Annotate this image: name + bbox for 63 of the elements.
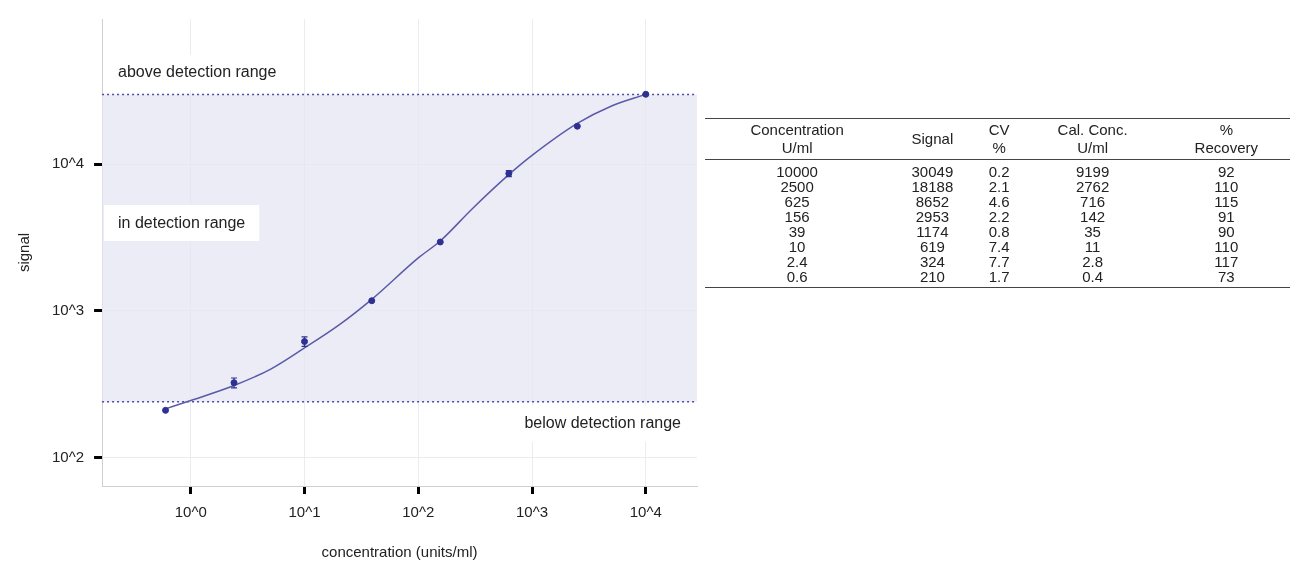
point xyxy=(162,406,170,414)
text: 2500 xyxy=(779,178,815,195)
x-axis-title: concentration (units/ml) xyxy=(321,543,478,561)
text: 2.4 xyxy=(785,253,809,270)
y-tick-label: 10^4 xyxy=(51,154,85,172)
text: 4.6 xyxy=(987,193,1011,210)
ref-line-label: above detection range xyxy=(118,62,277,80)
text: 0.6 xyxy=(705,268,890,288)
text: 210 xyxy=(889,268,976,288)
text: 30049 xyxy=(910,162,955,180)
text: 7.4 xyxy=(987,238,1011,255)
text: 35 xyxy=(1083,223,1102,240)
text: 39 xyxy=(787,223,807,240)
x-tick-label: 10^0 xyxy=(174,503,207,521)
y-tick-label: 10^3 xyxy=(51,301,85,319)
ref-line-label: below detection range xyxy=(524,414,682,432)
text: 716 xyxy=(1079,193,1107,210)
text: 0.8 xyxy=(987,223,1011,240)
y-tick-label: 10^2 xyxy=(51,447,85,465)
text: 2762 xyxy=(1074,178,1111,195)
x-tick-label: 10^3 xyxy=(515,503,549,521)
text: 115 xyxy=(1213,193,1240,210)
text: 0.2 xyxy=(987,162,1011,180)
point xyxy=(573,122,581,130)
category-label: Cal. Conc. U/ml xyxy=(1022,118,1163,160)
text: 0.4 xyxy=(1022,268,1163,288)
text: 7.7 xyxy=(987,253,1011,270)
category-label: CV % xyxy=(975,118,1023,160)
text: 2.1 xyxy=(987,178,1011,195)
text: 9199 xyxy=(1074,162,1111,180)
text: 1.7 xyxy=(975,268,1023,288)
text: 10 xyxy=(787,238,807,255)
text: 1174 xyxy=(915,223,950,240)
text: 8652 xyxy=(914,193,951,210)
point xyxy=(368,297,376,305)
x-tick-label: 10^2 xyxy=(402,503,435,521)
text: 11 xyxy=(1083,238,1102,255)
category-label: Signal xyxy=(889,118,976,160)
category-label: % Recovery xyxy=(1162,118,1290,160)
text: 10000 xyxy=(775,162,819,180)
band-label: in detection range xyxy=(118,213,246,231)
text: 18188 xyxy=(910,178,955,195)
text: 2.2 xyxy=(987,208,1011,225)
text: 110 xyxy=(1213,238,1240,255)
x-tick-label: 10^1 xyxy=(288,503,321,521)
text: 91 xyxy=(1216,208,1236,225)
text: 142 xyxy=(1079,208,1107,225)
text: 625 xyxy=(783,193,811,210)
text: 90 xyxy=(1216,223,1236,240)
text: 156 xyxy=(783,208,811,225)
point xyxy=(436,238,444,246)
text: 2.8 xyxy=(1081,253,1105,270)
category-label: Concentration U/ml xyxy=(705,118,890,160)
text: 2953 xyxy=(914,208,951,225)
x-tick-label: 10^4 xyxy=(629,503,662,521)
text: 92 xyxy=(1216,162,1236,180)
text: 117 xyxy=(1213,253,1240,270)
text: 619 xyxy=(918,238,946,255)
y-axis-title: signal xyxy=(15,232,33,273)
text: 110 xyxy=(1213,178,1240,195)
text: 324 xyxy=(918,253,946,270)
text: 73 xyxy=(1162,268,1290,288)
point xyxy=(642,90,650,98)
